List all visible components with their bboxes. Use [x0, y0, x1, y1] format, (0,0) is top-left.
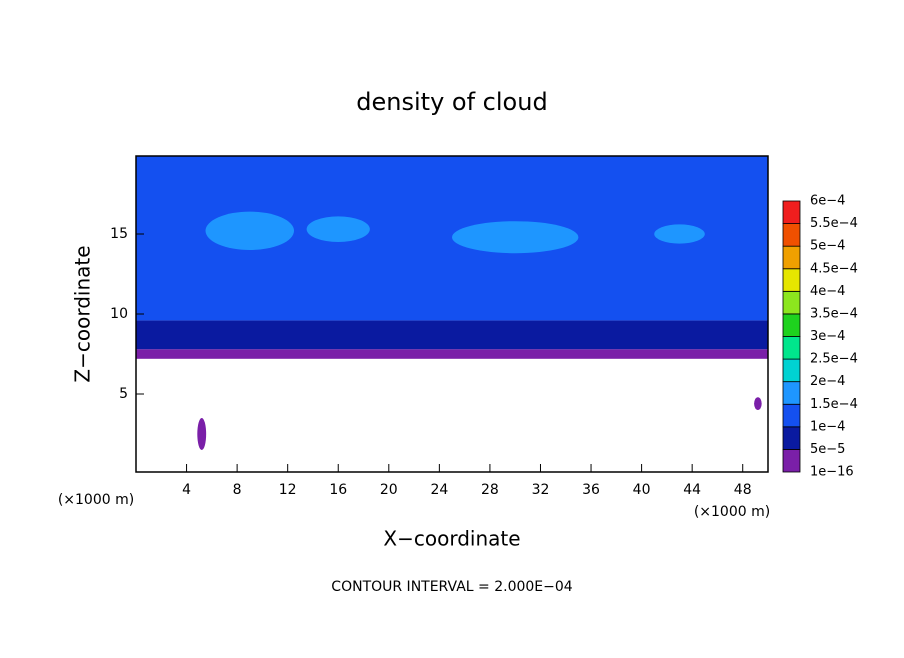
contour-patch [205, 211, 294, 250]
x-tick-label: 12 [279, 482, 297, 498]
colorbar-box [782, 245, 801, 270]
x-unit-label: (×1000 m) [58, 492, 134, 508]
colorbar-label: 3e−4 [810, 329, 845, 344]
colorbar-label: 5e−4 [810, 239, 845, 254]
x-tick-label: 40 [633, 482, 651, 498]
colorbar-box [782, 268, 801, 292]
x-tick-label: 32 [532, 482, 550, 498]
colorbar-box [782, 200, 801, 224]
colorbar-label: 1e−16 [810, 465, 854, 480]
x-tick-label: 44 [683, 482, 701, 498]
x-tick-label: 16 [329, 482, 347, 498]
colorbar-box [782, 313, 801, 337]
colorbar-box [782, 290, 801, 315]
plot-area [136, 156, 768, 450]
contour-patch [306, 216, 370, 242]
colorbar-box [782, 358, 801, 383]
chart-title: density of cloud [356, 88, 547, 116]
contour-patch [654, 224, 705, 244]
x-tick-label: 48 [734, 482, 752, 498]
y-tick-label: 5 [119, 386, 128, 402]
y-tick-label: 10 [110, 306, 128, 322]
contour-band [136, 320, 768, 350]
x-unit-label: (×1000 m) [694, 504, 770, 520]
contour-band [136, 349, 768, 359]
colorbar-box [782, 426, 801, 450]
x-axis-label: X−coordinate [383, 527, 520, 551]
x-tick-label: 8 [233, 482, 242, 498]
colorbar-box [782, 403, 801, 428]
contour-patch [754, 397, 762, 410]
colorbar-label: 4e−4 [810, 284, 845, 299]
x-tick-label: 24 [430, 482, 448, 498]
x-tick-label: 20 [380, 482, 398, 498]
colorbar-label: 4.5e−4 [810, 261, 858, 276]
y-tick-label: 15 [110, 226, 128, 242]
colorbar-label: 2e−4 [810, 374, 845, 389]
colorbar-box [782, 449, 801, 473]
colorbar-label: 5.5e−4 [810, 216, 858, 231]
colorbar-box [782, 381, 801, 405]
colorbar-label: 1e−4 [810, 419, 845, 434]
colorbar-label: 2.5e−4 [810, 352, 858, 367]
colorbar-label: 5e−5 [810, 442, 845, 457]
contour-patch [452, 221, 579, 254]
y-axis-label: Z−coordinate [71, 245, 95, 382]
colorbar-label: 1.5e−4 [810, 397, 858, 412]
colorbar-label: 3.5e−4 [810, 306, 858, 321]
colorbar-box [782, 336, 801, 360]
x-tick-label: 28 [481, 482, 499, 498]
footer: CONTOUR INTERVAL = 2.000E−04 [331, 579, 572, 595]
colorbar-label: 6e−4 [810, 194, 845, 209]
x-tick-label: 36 [582, 482, 600, 498]
x-tick-label: 4 [182, 482, 191, 498]
contour-patch [197, 418, 207, 450]
colorbar-box [782, 223, 801, 247]
